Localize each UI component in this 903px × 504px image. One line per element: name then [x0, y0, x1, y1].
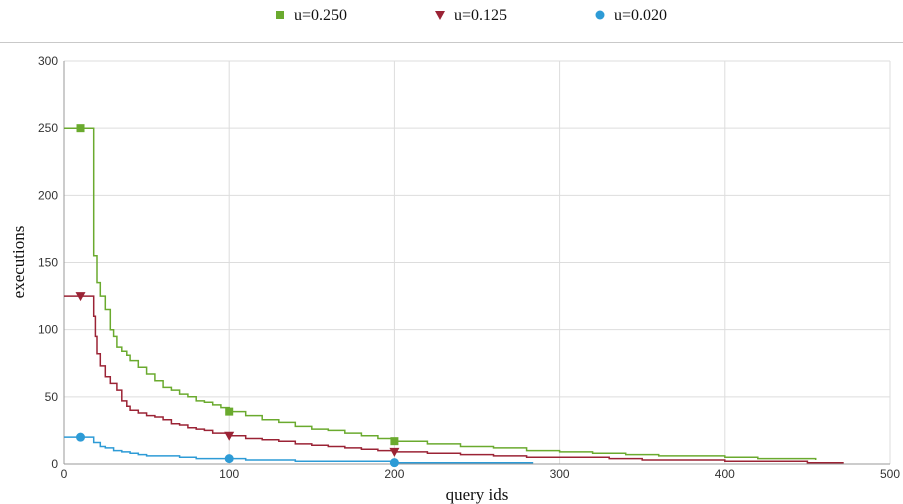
legend-label-1: u=0.250	[294, 7, 347, 24]
series-line-3	[64, 437, 533, 463]
y-tick-label: 300	[38, 54, 58, 68]
x-tick-label: 100	[219, 467, 239, 481]
x-tick-label: 0	[61, 467, 68, 481]
series-marker-1	[77, 124, 85, 132]
y-tick-label: 250	[38, 121, 58, 135]
legend-label-2: u=0.125	[454, 7, 507, 24]
y-tick-label: 200	[38, 188, 58, 202]
legend-marker-3	[596, 11, 605, 20]
y-tick-label: 150	[38, 256, 58, 270]
legend-marker-1	[276, 11, 284, 19]
x-axis-ticks: 0 100 200 300 400 500	[61, 467, 901, 481]
series-line-2	[64, 296, 844, 463]
series-line-1	[64, 128, 816, 460]
series-marker-3	[225, 454, 234, 463]
series-marker-3	[76, 433, 85, 442]
x-tick-label: 500	[880, 467, 900, 481]
grid	[64, 61, 890, 464]
legend-label-3: u=0.020	[614, 7, 667, 24]
x-tick-label: 200	[384, 467, 404, 481]
y-tick-label: 50	[45, 390, 59, 404]
x-tick-label: 400	[715, 467, 735, 481]
series-marker-3	[390, 458, 399, 467]
legend: u=0.250 u=0.125 u=0.020	[276, 7, 667, 24]
y-axis-title: executions	[9, 226, 28, 299]
y-tick-label: 100	[38, 323, 58, 337]
legend-marker-2	[435, 11, 445, 20]
x-axis-title: query ids	[446, 485, 509, 504]
y-tick-label: 0	[51, 457, 58, 471]
series-marker-1	[390, 437, 398, 445]
y-axis-ticks: 0 50 100 150 200 250 300	[38, 54, 58, 471]
series-marker-1	[225, 408, 233, 416]
x-tick-label: 300	[550, 467, 570, 481]
series-lines	[64, 128, 844, 463]
series-markers	[76, 124, 400, 467]
